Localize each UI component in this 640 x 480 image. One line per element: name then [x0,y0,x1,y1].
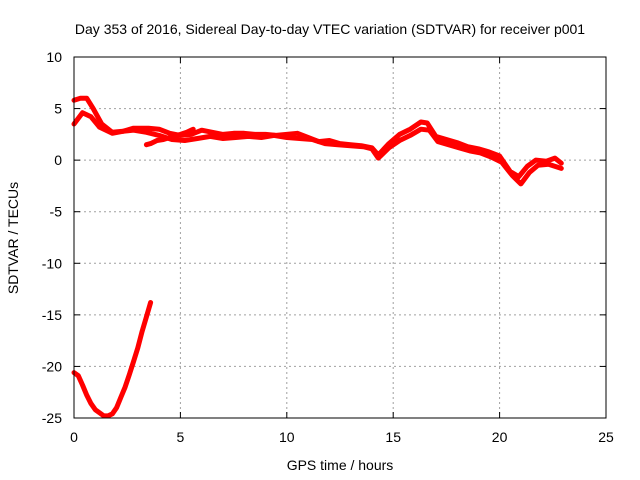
y-axis-label: SDTVAR / TECUs [5,182,21,294]
x-tick-label: 25 [598,429,614,445]
y-tick-label: -20 [42,358,62,374]
y-tick-label: 0 [54,152,62,168]
y-tick-labels: -25 -20 -15 -10 -5 0 5 10 [42,49,62,426]
x-tick-labels: 0 5 10 15 20 25 [70,429,614,445]
x-tick-label: 5 [177,429,185,445]
y-tick-label: 10 [46,49,62,65]
series-line-lower-band [71,110,564,187]
series-line-early-dip [71,300,154,419]
grid [74,57,606,418]
plot-frame [73,56,607,419]
y-tick-label: -10 [42,255,62,271]
y-tick-label: -15 [42,307,62,323]
series-line-early-bridge [143,126,196,148]
axis-ticks [73,56,607,419]
chart-title: Day 353 of 2016, Sidereal Day-to-day VTE… [75,21,585,37]
x-tick-label: 20 [492,429,508,445]
x-tick-label: 0 [70,429,78,445]
series-line-upper-band [71,95,564,180]
y-tick-label: 5 [54,101,62,117]
y-tick-label: -25 [42,410,62,426]
x-tick-label: 15 [385,429,401,445]
x-tick-label: 10 [279,429,295,445]
data-series [71,95,564,419]
y-tick-label: -5 [50,204,63,220]
x-axis-label: GPS time / hours [287,457,394,473]
